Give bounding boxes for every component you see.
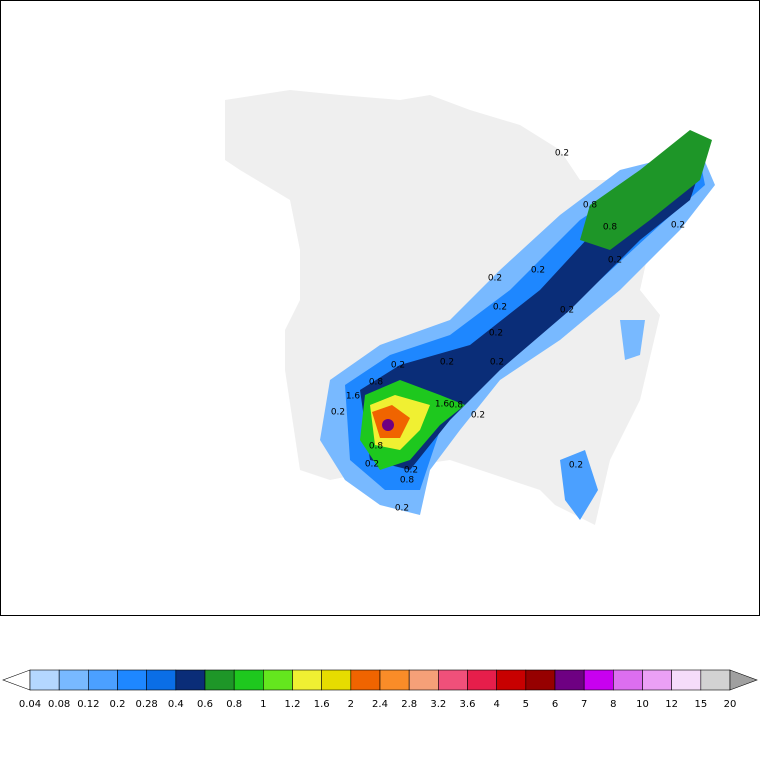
colorbar-box: [146, 669, 177, 691]
contour-label: 0.2: [404, 466, 418, 476]
colorbar-tick-label: 0.8: [226, 699, 242, 710]
colorbar-tick-label: 20: [724, 699, 737, 710]
colorbar-box: [58, 669, 89, 691]
colorbar-box: [438, 669, 468, 691]
contour-label: 0.2: [488, 274, 502, 284]
colorbar-tick-label: 0.2: [110, 699, 126, 710]
contour-label: 0.8: [400, 476, 415, 486]
colorbar-box: [88, 669, 118, 691]
colorbar-tick-label: 1: [260, 699, 266, 710]
contour-label: 0.8: [369, 442, 384, 452]
contour-label: 0.2: [391, 361, 405, 371]
contour-label: 0.2: [569, 461, 583, 471]
contour-label: 0.2: [560, 306, 574, 316]
colorbar-tick-label: 15: [694, 699, 707, 710]
colorbar-tick-label: 4: [493, 699, 499, 710]
contour-label: 0.2: [490, 358, 504, 368]
contour-label: 0.8: [603, 223, 618, 233]
colorbar-box: [642, 669, 672, 691]
colorbar-box: [321, 669, 352, 691]
colorbar-box: [467, 669, 497, 691]
contour-label: 0.2: [493, 303, 507, 313]
precip-area: [382, 419, 394, 431]
contour-label: 0.2: [608, 256, 622, 266]
colorbar-box: [263, 669, 293, 691]
colorbar-tick-label: 7: [581, 699, 587, 710]
colorbar-tick-label: 2.8: [401, 699, 417, 710]
colorbar-tick-label: 10: [636, 699, 649, 710]
contour-label: 1.6: [435, 400, 450, 410]
colorbar-tick-label: 8: [610, 699, 616, 710]
colorbar-box: [292, 669, 322, 691]
colorbar-box: [525, 669, 556, 691]
contour-label: 1.6: [346, 392, 361, 402]
colorbar-box: [379, 669, 410, 691]
colorbar-box: [117, 669, 147, 691]
colorbar-box: [496, 669, 527, 691]
colorbar-box: [175, 669, 206, 691]
colorbar-tick-label: 12: [665, 699, 678, 710]
colorbar-tick-label: 1.2: [285, 699, 301, 710]
contour-label: 0.2: [395, 504, 409, 514]
colorbar-tick-label: 0.4: [168, 699, 184, 710]
colorbar-box: [671, 669, 702, 691]
colorbar-box: [700, 669, 731, 691]
contour-label: 0.8: [369, 378, 384, 388]
colorbar-tick-label: 0.12: [77, 699, 99, 710]
colorbar-box: [554, 669, 585, 691]
contour-label: 0.2: [365, 460, 379, 470]
colorbar-tick-label: 3.2: [430, 699, 446, 710]
colorbar-tick-label: 6: [552, 699, 558, 710]
colorbar-box: [204, 669, 235, 691]
contour-label: 0.8: [583, 201, 598, 211]
colorbar-box: [613, 669, 643, 691]
precip-area: [580, 130, 712, 250]
contour-label: 0.2: [331, 408, 345, 418]
precip-field: [320, 130, 715, 520]
colorbar-tick-label: 2.4: [372, 699, 388, 710]
precip-area: [620, 320, 645, 360]
contour-label: 0.2: [531, 266, 545, 276]
colorbar-tick-label: 0.04: [19, 699, 41, 710]
contour-label: 0.2: [671, 221, 685, 231]
colorbar-over: [729, 669, 758, 691]
colorbar-tick-label: 0.28: [136, 699, 158, 710]
colorbar-box: [408, 669, 439, 691]
precip-area: [560, 450, 598, 520]
contour-label: 0.2: [555, 149, 569, 159]
contour-label: 0.2: [471, 411, 485, 421]
colorbar-under: [2, 669, 31, 691]
colorbar-tick-label: 3.6: [460, 699, 476, 710]
colorbar-tick-label: 2: [348, 699, 354, 710]
colorbar-tick-label: 5: [523, 699, 529, 710]
colorbar-box: [29, 669, 60, 691]
contour-label: 0.2: [489, 329, 503, 339]
contour-label: 0.2: [440, 358, 454, 368]
colorbar-tick-label: 1.6: [314, 699, 330, 710]
colorbar-box: [350, 669, 381, 691]
colorbar-tick-label: 0.6: [197, 699, 213, 710]
colorbar-box: [233, 669, 264, 691]
colorbar-box: [583, 669, 614, 691]
colorbar-tick-label: 0.08: [48, 699, 70, 710]
contour-label: 0.8: [449, 401, 464, 411]
